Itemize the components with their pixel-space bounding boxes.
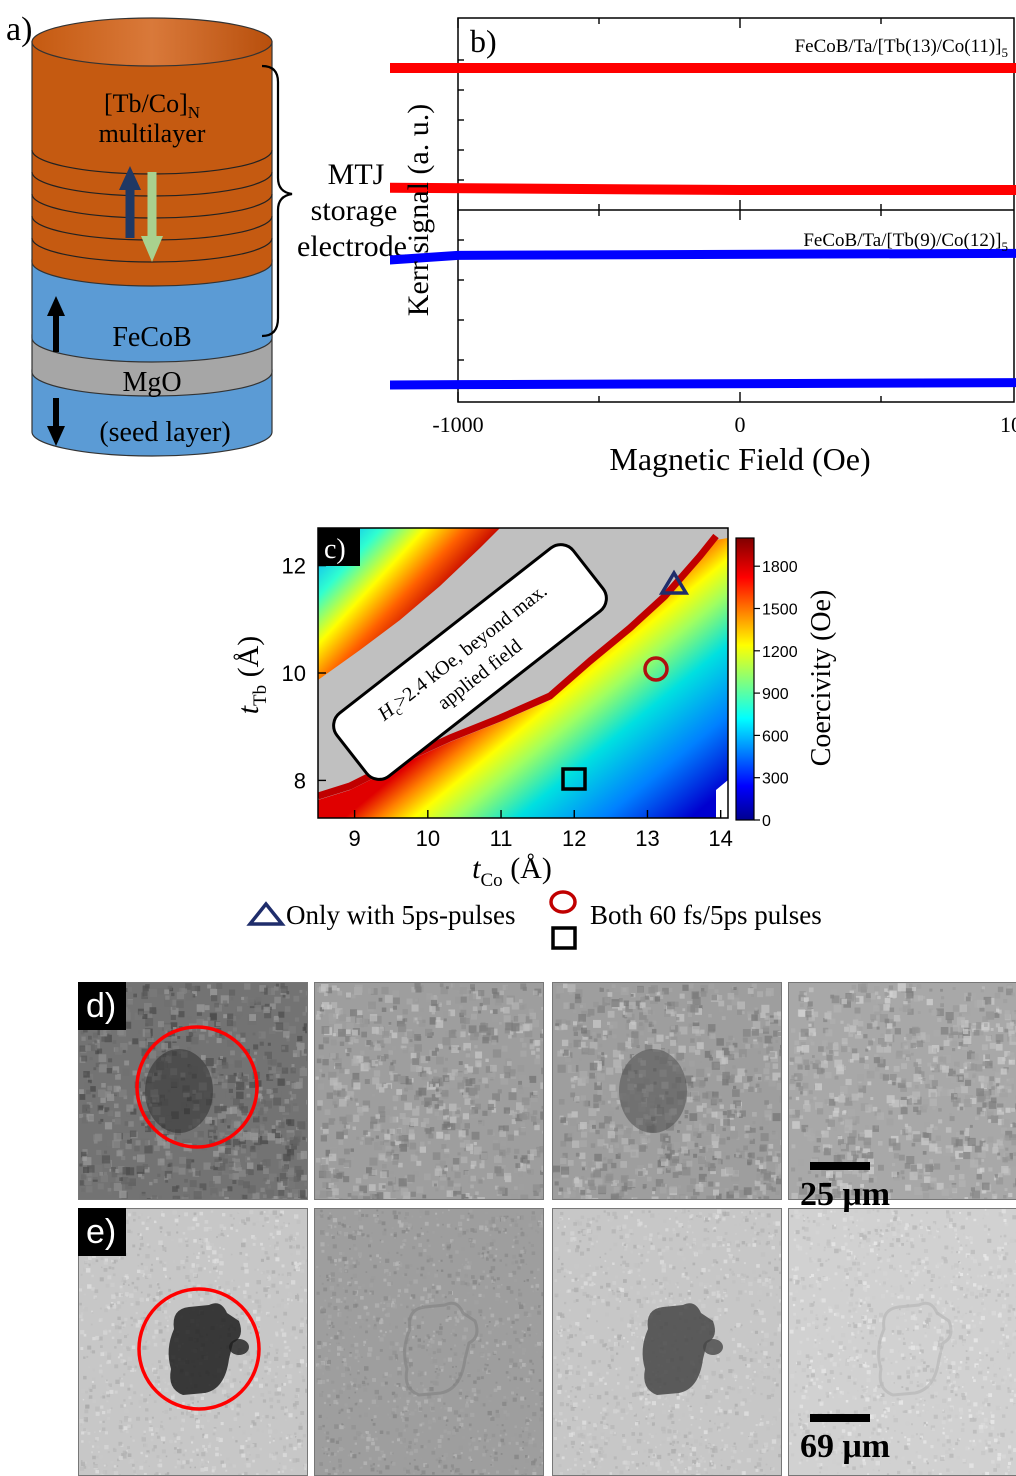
c-ytick-label: 8 [294,768,306,793]
stack-top-face [32,18,272,66]
svg-text:FeCoB/Ta/[Tb(9)/Co(12)]5: FeCoB/Ta/[Tb(9)/Co(12)]5 [803,230,1008,254]
brace-label-2: storage [311,194,398,227]
legend-square-icon [553,928,575,948]
b-top-title-sub: 5 [1002,45,1009,60]
b-xtick-label: -1000 [432,412,483,437]
c-colorbar-tick: 300 [762,771,789,788]
b-top-series-0 [390,68,1016,190]
b-xtick-label: 0 [735,412,746,437]
panel-c-coercivity-map: c) Hc>2.4 kOe, beyond max. applied field… [0,500,1016,900]
scale-label-d: 25 μm [800,1176,890,1214]
c-xtick-label: 13 [635,826,659,851]
panel-b-hysteresis-chart: b) FeCoB/Ta/[Tb(13)/Co(11)]5 FeCoB/Ta/[T… [390,0,1016,490]
marker-legend: Only with 5ps-pulses Both 60 fs/5ps puls… [240,888,860,958]
c-xtick-label: 10 [416,826,440,851]
c-colorbar-tick: 900 [762,686,789,703]
b-xlabel: Magnetic Field (Oe) [609,441,870,477]
b-top-title: FeCoB/Ta/[Tb(13)/Co(11)] [795,36,1002,57]
seed-label: (seed layer) [99,417,230,448]
c-colorbar-tick: 1500 [762,602,798,619]
b-bottom-series-1 [390,252,1016,386]
kerr-image-tile [552,982,782,1200]
multilayer-label: multilayer [99,119,206,148]
mgo-label: MgO [122,367,181,398]
svg-text:tTb (Å): tTb (Å) [232,636,271,715]
brace-label-1: MTJ [328,158,385,191]
scale-bar-d [810,1162,870,1170]
b-bottom-series-0 [390,252,1016,386]
c-ytick-label: 12 [282,554,306,579]
panel-a-label: a) [6,11,32,48]
svg-text:[Tb/Co]N: [Tb/Co]N [104,89,200,122]
kerr-image-tile [314,982,544,1200]
legend-circle-icon [551,892,575,912]
c-ylabel-sub: Tb [250,685,271,706]
b-xtick-label: 1000 [1000,412,1016,437]
c-xtick-label: 9 [348,826,360,851]
scale-bar-e [810,1414,870,1422]
c-ylabel-unit: (Å) [232,636,265,685]
svg-text:FeCoB/Ta/[Tb(13)/Co(11)]5: FeCoB/Ta/[Tb(13)/Co(11)]5 [795,36,1008,60]
c-colorbar-label: Coercivity (Oe) [806,590,837,767]
c-colorbar-tick: 600 [762,728,789,745]
b-bottom-title: FeCoB/Ta/[Tb(9)/Co(12)] [803,230,1001,251]
panel-b-label: b) [470,23,497,59]
c-colorbar [736,538,754,820]
legend-circle-label: Both 60 fs/5ps pulses [590,900,822,930]
panel-c-label: c) [324,534,346,565]
c-xlabel-unit: (Å) [503,852,552,885]
panel-d-label: d) [78,982,126,1030]
kerr-image-tile [314,1208,544,1476]
c-colorbar-tick: 1200 [762,644,798,661]
c-xtick-label: 14 [708,826,732,851]
c-colorbar-tick: 0 [762,813,771,830]
c-xtick-label: 11 [490,826,513,851]
svg-text:tCo (Å): tCo (Å) [472,852,552,891]
c-ytick-label: 10 [282,661,306,686]
b-ylabel: Kerr signal (a. u.) [402,104,435,316]
panel-e-label: e) [78,1208,126,1256]
c-xtick-label: 12 [562,826,586,851]
legend-triangle-icon [250,904,282,924]
scale-label-e: 69 μm [800,1428,890,1466]
fecob-label: FeCoB [112,322,191,353]
tbco-label: [Tb/Co] [104,89,188,118]
b-top-series-1 [390,68,1016,190]
c-colorbar-tick: 1800 [762,559,798,576]
legend-triangle-label: Only with 5ps-pulses [286,900,516,930]
b-bottom-title-sub: 5 [1002,239,1009,254]
kerr-image-tile [552,1208,782,1476]
